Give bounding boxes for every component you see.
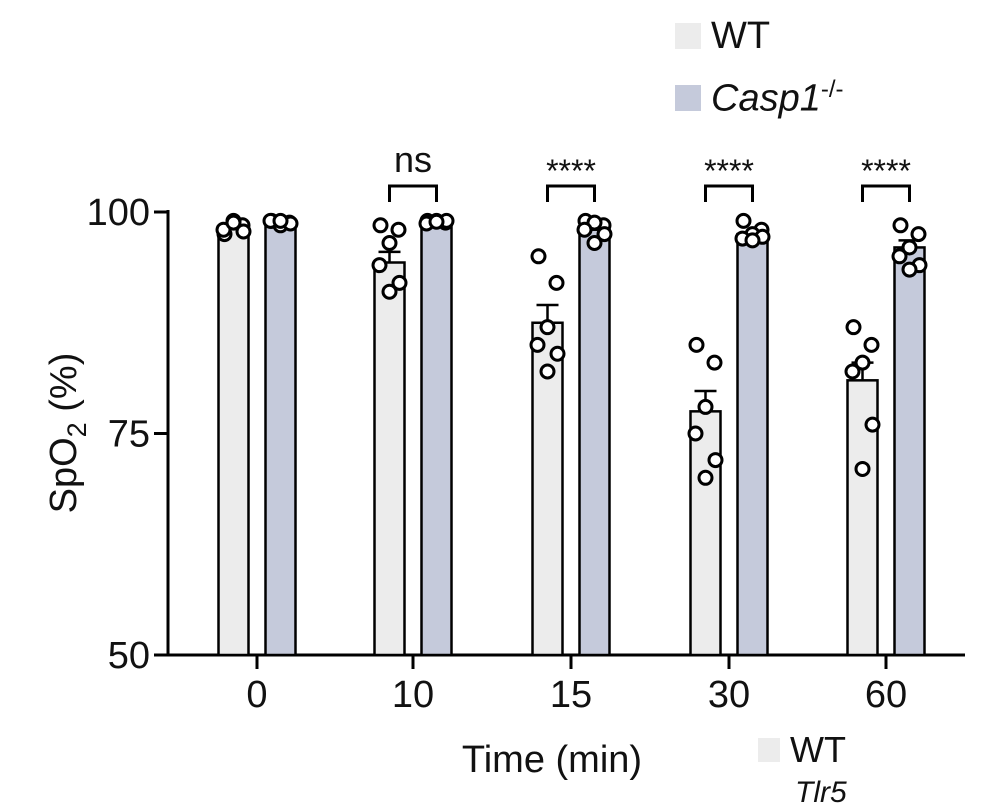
point-wt-30-5: [697, 469, 714, 486]
x-tick-label-0: 0: [246, 674, 267, 716]
bottom-legend-cut-label: Tlr5: [795, 776, 847, 809]
x-tick-label-10: 10: [392, 674, 434, 716]
legend-label-wt: WT: [711, 14, 771, 57]
point-casp1-30-5: [744, 232, 761, 249]
x-tick-label-15: 15: [550, 674, 592, 716]
point-wt-60-1: [863, 336, 880, 353]
bottom-legend-swatch: [758, 738, 780, 762]
point-casp1-60-1: [910, 226, 927, 243]
point-wt-60-0: [845, 319, 862, 336]
legend-label-casp1: Casp1-/-: [711, 76, 844, 121]
point-wt-30-0: [688, 336, 705, 353]
significance-brackets: ns **** **** ****: [388, 139, 911, 202]
point-wt-10-2: [381, 235, 398, 252]
point-wt-10-1: [390, 221, 407, 238]
x-tick-label-30: 30: [708, 674, 750, 716]
point-wt-10-5: [381, 283, 398, 300]
point-wt-0-4: [235, 223, 252, 240]
point-wt-30-2: [697, 398, 714, 415]
point-casp1-10-5: [428, 213, 445, 230]
bar-wt-30: [689, 410, 722, 657]
x-axis-label: Time (min): [462, 739, 642, 781]
point-casp1-60-0: [892, 217, 909, 234]
bar-wt-15: [531, 321, 564, 657]
bar-casp1-30: [736, 232, 769, 657]
point-casp1-15-3: [576, 221, 593, 238]
point-casp1-15-5: [586, 235, 603, 252]
legend-swatch-casp1: [675, 85, 701, 111]
legend-label-casp1-superscript: -/-: [820, 75, 844, 103]
legend-label-casp1-name: Casp1: [711, 77, 821, 120]
bar-casp1-10: [420, 221, 453, 657]
significance-bracket-15: [546, 184, 596, 202]
significance-label-30: ****: [704, 153, 754, 189]
point-wt-15-5: [539, 363, 556, 380]
point-wt-0-5: [225, 214, 242, 231]
y-axis-label-main: SpO: [43, 437, 85, 513]
bar-casp1-0: [264, 221, 297, 657]
point-wt-30-1: [706, 354, 723, 371]
bottom-legend-item: WT: [758, 728, 846, 772]
point-wt-60-3: [844, 363, 861, 380]
y-tick-label-100: 100: [87, 192, 150, 234]
significance-label-15: ****: [546, 153, 596, 189]
point-wt-10-0: [372, 217, 389, 234]
point-casp1-60-3: [891, 248, 908, 265]
significance-label-60: ****: [861, 153, 911, 189]
point-wt-10-3: [371, 257, 388, 274]
y-axis-label-subscript: 2: [62, 422, 92, 437]
axes: 50 75 100 0 10 15 30 60: [87, 192, 965, 716]
bars: [217, 221, 926, 657]
point-wt-60-4: [864, 416, 881, 433]
point-wt-60-5: [854, 460, 871, 477]
significance-label-10: ns: [394, 139, 432, 180]
y-axis-label: SpO2 (%): [43, 353, 92, 514]
point-wt-60-2: [854, 354, 871, 371]
legend-swatch-wt: [675, 23, 701, 49]
point-wt-30-4: [707, 452, 724, 469]
point-casp1-0-5: [272, 212, 289, 229]
point-wt-15-3: [529, 336, 546, 353]
point-casp1-30-0: [735, 212, 752, 229]
bar-casp1-15: [578, 228, 611, 657]
point-casp1-15-4: [596, 226, 613, 243]
point-wt-15-0: [530, 248, 547, 265]
point-wt-30-3: [687, 425, 704, 442]
legend-item-wt: WT: [675, 14, 770, 58]
x-tick-label-60: 60: [865, 674, 907, 716]
y-tick-label-75: 75: [108, 414, 150, 456]
bottom-legend-label: WT: [790, 729, 846, 770]
point-wt-15-2: [539, 319, 556, 336]
bar-chart: 50 75 100 0 10 15 30 60 ns **** **** **** Time (mi…: [43, 139, 965, 781]
legend-item-casp1: Casp1-/-: [675, 76, 844, 120]
significance-bracket-10: [388, 184, 438, 202]
data-points: [215, 212, 928, 486]
bar-wt-0: [217, 225, 250, 657]
y-tick-label-50: 50: [108, 635, 150, 677]
y-axis-label-tail: (%): [43, 353, 85, 423]
point-wt-15-4: [549, 345, 566, 362]
bar-casp1-60: [893, 246, 926, 657]
point-wt-15-1: [548, 274, 565, 291]
point-casp1-60-5: [901, 261, 918, 278]
significance-bracket-60: [861, 184, 911, 202]
point-casp1-60-2: [901, 239, 918, 256]
point-wt-10-4: [391, 274, 408, 291]
significance-bracket-30: [704, 184, 754, 202]
bar-wt-10: [373, 261, 406, 657]
